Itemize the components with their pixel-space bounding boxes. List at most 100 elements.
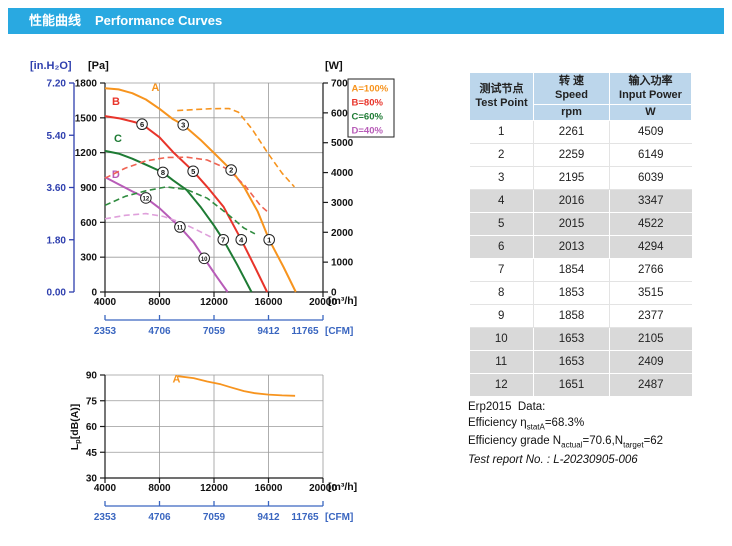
svg-text:300: 300	[80, 253, 97, 264]
svg-text:12000: 12000	[200, 297, 228, 308]
marker-8: 8	[157, 166, 169, 179]
curve-C-power	[104, 186, 256, 235]
table-row: 5 2015 4522	[469, 212, 692, 236]
svg-text:11: 11	[177, 226, 184, 232]
svg-text:2: 2	[229, 166, 233, 175]
marker-2: 2	[225, 164, 237, 176]
svg-text:1000: 1000	[331, 258, 354, 269]
table-row: 12 1651 2487	[469, 373, 692, 397]
table-row: 9 1858 2377	[469, 304, 692, 328]
curve-A-pressure	[104, 87, 297, 293]
noise-chart: 4000 8000 12000 16000 20000 30 45 60 75 90 Lp[dB(A…	[69, 371, 357, 524]
axes	[100, 82, 328, 297]
col-speed-cn: 转 速	[558, 75, 585, 87]
curve-D-pressure	[104, 176, 229, 293]
svg-text:7059: 7059	[203, 326, 226, 337]
axis-unit-labels: [in.H₂O] [Pa] [W] [m³/h]	[30, 60, 357, 307]
table-cell: 8	[469, 281, 534, 305]
svg-text:0: 0	[91, 288, 97, 299]
table-cell: 11	[469, 350, 534, 374]
svg-text:5: 5	[191, 167, 195, 176]
curve-A-power	[177, 107, 295, 188]
test-point-table: 测试节点 Test Point 转 速 Speed 输入功率 Input Pow…	[469, 72, 692, 397]
table-cell: 2	[469, 143, 534, 167]
table-cell: 6039	[609, 166, 692, 190]
title-bar: 性能曲线 Performance Curves	[8, 8, 724, 34]
svg-text:45: 45	[86, 448, 98, 459]
erp-title: Erp2015 Data:	[468, 401, 546, 413]
svg-text:1: 1	[267, 235, 271, 244]
svg-text:4000: 4000	[94, 297, 117, 308]
col-speed-en: Speed	[554, 89, 588, 102]
svg-text:11765: 11765	[291, 326, 319, 337]
table-cell: 4	[469, 189, 534, 213]
table-row: 6 2013 4294	[469, 235, 692, 259]
cfm-axis: 2353 4706 7059 9412 11765 [CFM]	[94, 315, 353, 337]
svg-text:[W]: [W]	[325, 60, 343, 72]
svg-text:6000: 6000	[331, 108, 354, 119]
legend-item-C: C=60%	[352, 112, 384, 123]
svg-text:16000: 16000	[255, 297, 283, 308]
svg-text:12000: 12000	[200, 483, 228, 494]
svg-text:9412: 9412	[257, 512, 280, 523]
col-test-point: 测试节点 Test Point	[469, 72, 534, 121]
table-cell: 1854	[533, 258, 610, 282]
table-cell: 10	[469, 327, 534, 351]
cfm-axis: 2353 4706 7059 9412 11765 [CFM]	[94, 501, 353, 523]
table-row: 10 1653 2105	[469, 327, 692, 351]
col-speed: 转 速 Speed	[533, 72, 610, 105]
erp-efficiency: Efficiency ηstatA=68.3%	[468, 417, 585, 432]
svg-text:[CFM]: [CFM]	[325, 326, 353, 337]
test-report-number: Test report No. : L-20230905-006	[468, 453, 638, 466]
marker-5: 5	[187, 165, 199, 178]
curve-label-C: C	[114, 133, 122, 145]
table-cell: 9	[469, 304, 534, 328]
svg-text:30: 30	[86, 474, 98, 485]
svg-text:12: 12	[143, 197, 150, 203]
noise-y-axis-label: Lp[dB(A)]	[69, 404, 82, 451]
legend-item-A: A=100%	[352, 84, 389, 95]
svg-text:900: 900	[80, 183, 97, 194]
table-cell: 2261	[533, 120, 610, 144]
table-cell: 5	[469, 212, 534, 236]
svg-text:0.00: 0.00	[47, 288, 67, 299]
curve-B-pressure	[104, 115, 268, 293]
svg-text:3000: 3000	[331, 198, 354, 209]
svg-text:60: 60	[86, 422, 98, 433]
table-cell: 4509	[609, 120, 692, 144]
col-test-point-en: Test Point	[475, 97, 528, 110]
svg-text:8000: 8000	[148, 297, 171, 308]
table-row: 1 2261 4509	[469, 120, 692, 144]
svg-text:[m³/h]: [m³/h]	[328, 295, 357, 307]
table-cell: 7	[469, 258, 534, 282]
svg-text:1200: 1200	[75, 148, 98, 159]
legend-item-B: B=80%	[352, 98, 384, 109]
table-cell: 3347	[609, 189, 692, 213]
svg-text:7: 7	[221, 235, 225, 244]
svg-text:11765: 11765	[291, 512, 319, 523]
table-cell: 2195	[533, 166, 610, 190]
table-row: 7 1854 2766	[469, 258, 692, 282]
table-cell: 1651	[533, 373, 610, 397]
svg-text:1.80: 1.80	[47, 235, 67, 246]
svg-text:9412: 9412	[257, 326, 280, 337]
svg-text:8000: 8000	[148, 483, 171, 494]
svg-text:[CFM]: [CFM]	[325, 512, 353, 523]
legend: A=100% B=80% C=60% D=40%	[347, 78, 395, 138]
svg-text:4: 4	[239, 235, 244, 244]
svg-text:2353: 2353	[94, 512, 117, 523]
col-power-unit: W	[609, 103, 692, 121]
svg-text:3: 3	[181, 120, 185, 129]
table-cell: 6	[469, 235, 534, 259]
axis-unit-labels: [m³/h]	[328, 481, 357, 493]
marker-3: 3	[177, 119, 190, 131]
svg-text:20000: 20000	[309, 297, 337, 308]
svg-text:[Pa]: [Pa]	[88, 60, 109, 72]
svg-text:90: 90	[86, 371, 98, 382]
curve-label-D: D	[112, 169, 120, 181]
table-cell: 1858	[533, 304, 610, 328]
col-speed-unit: rpm	[533, 103, 610, 121]
svg-text:0: 0	[331, 288, 337, 299]
col-input-power-en: Input Power	[619, 89, 682, 102]
svg-text:6: 6	[140, 120, 144, 129]
